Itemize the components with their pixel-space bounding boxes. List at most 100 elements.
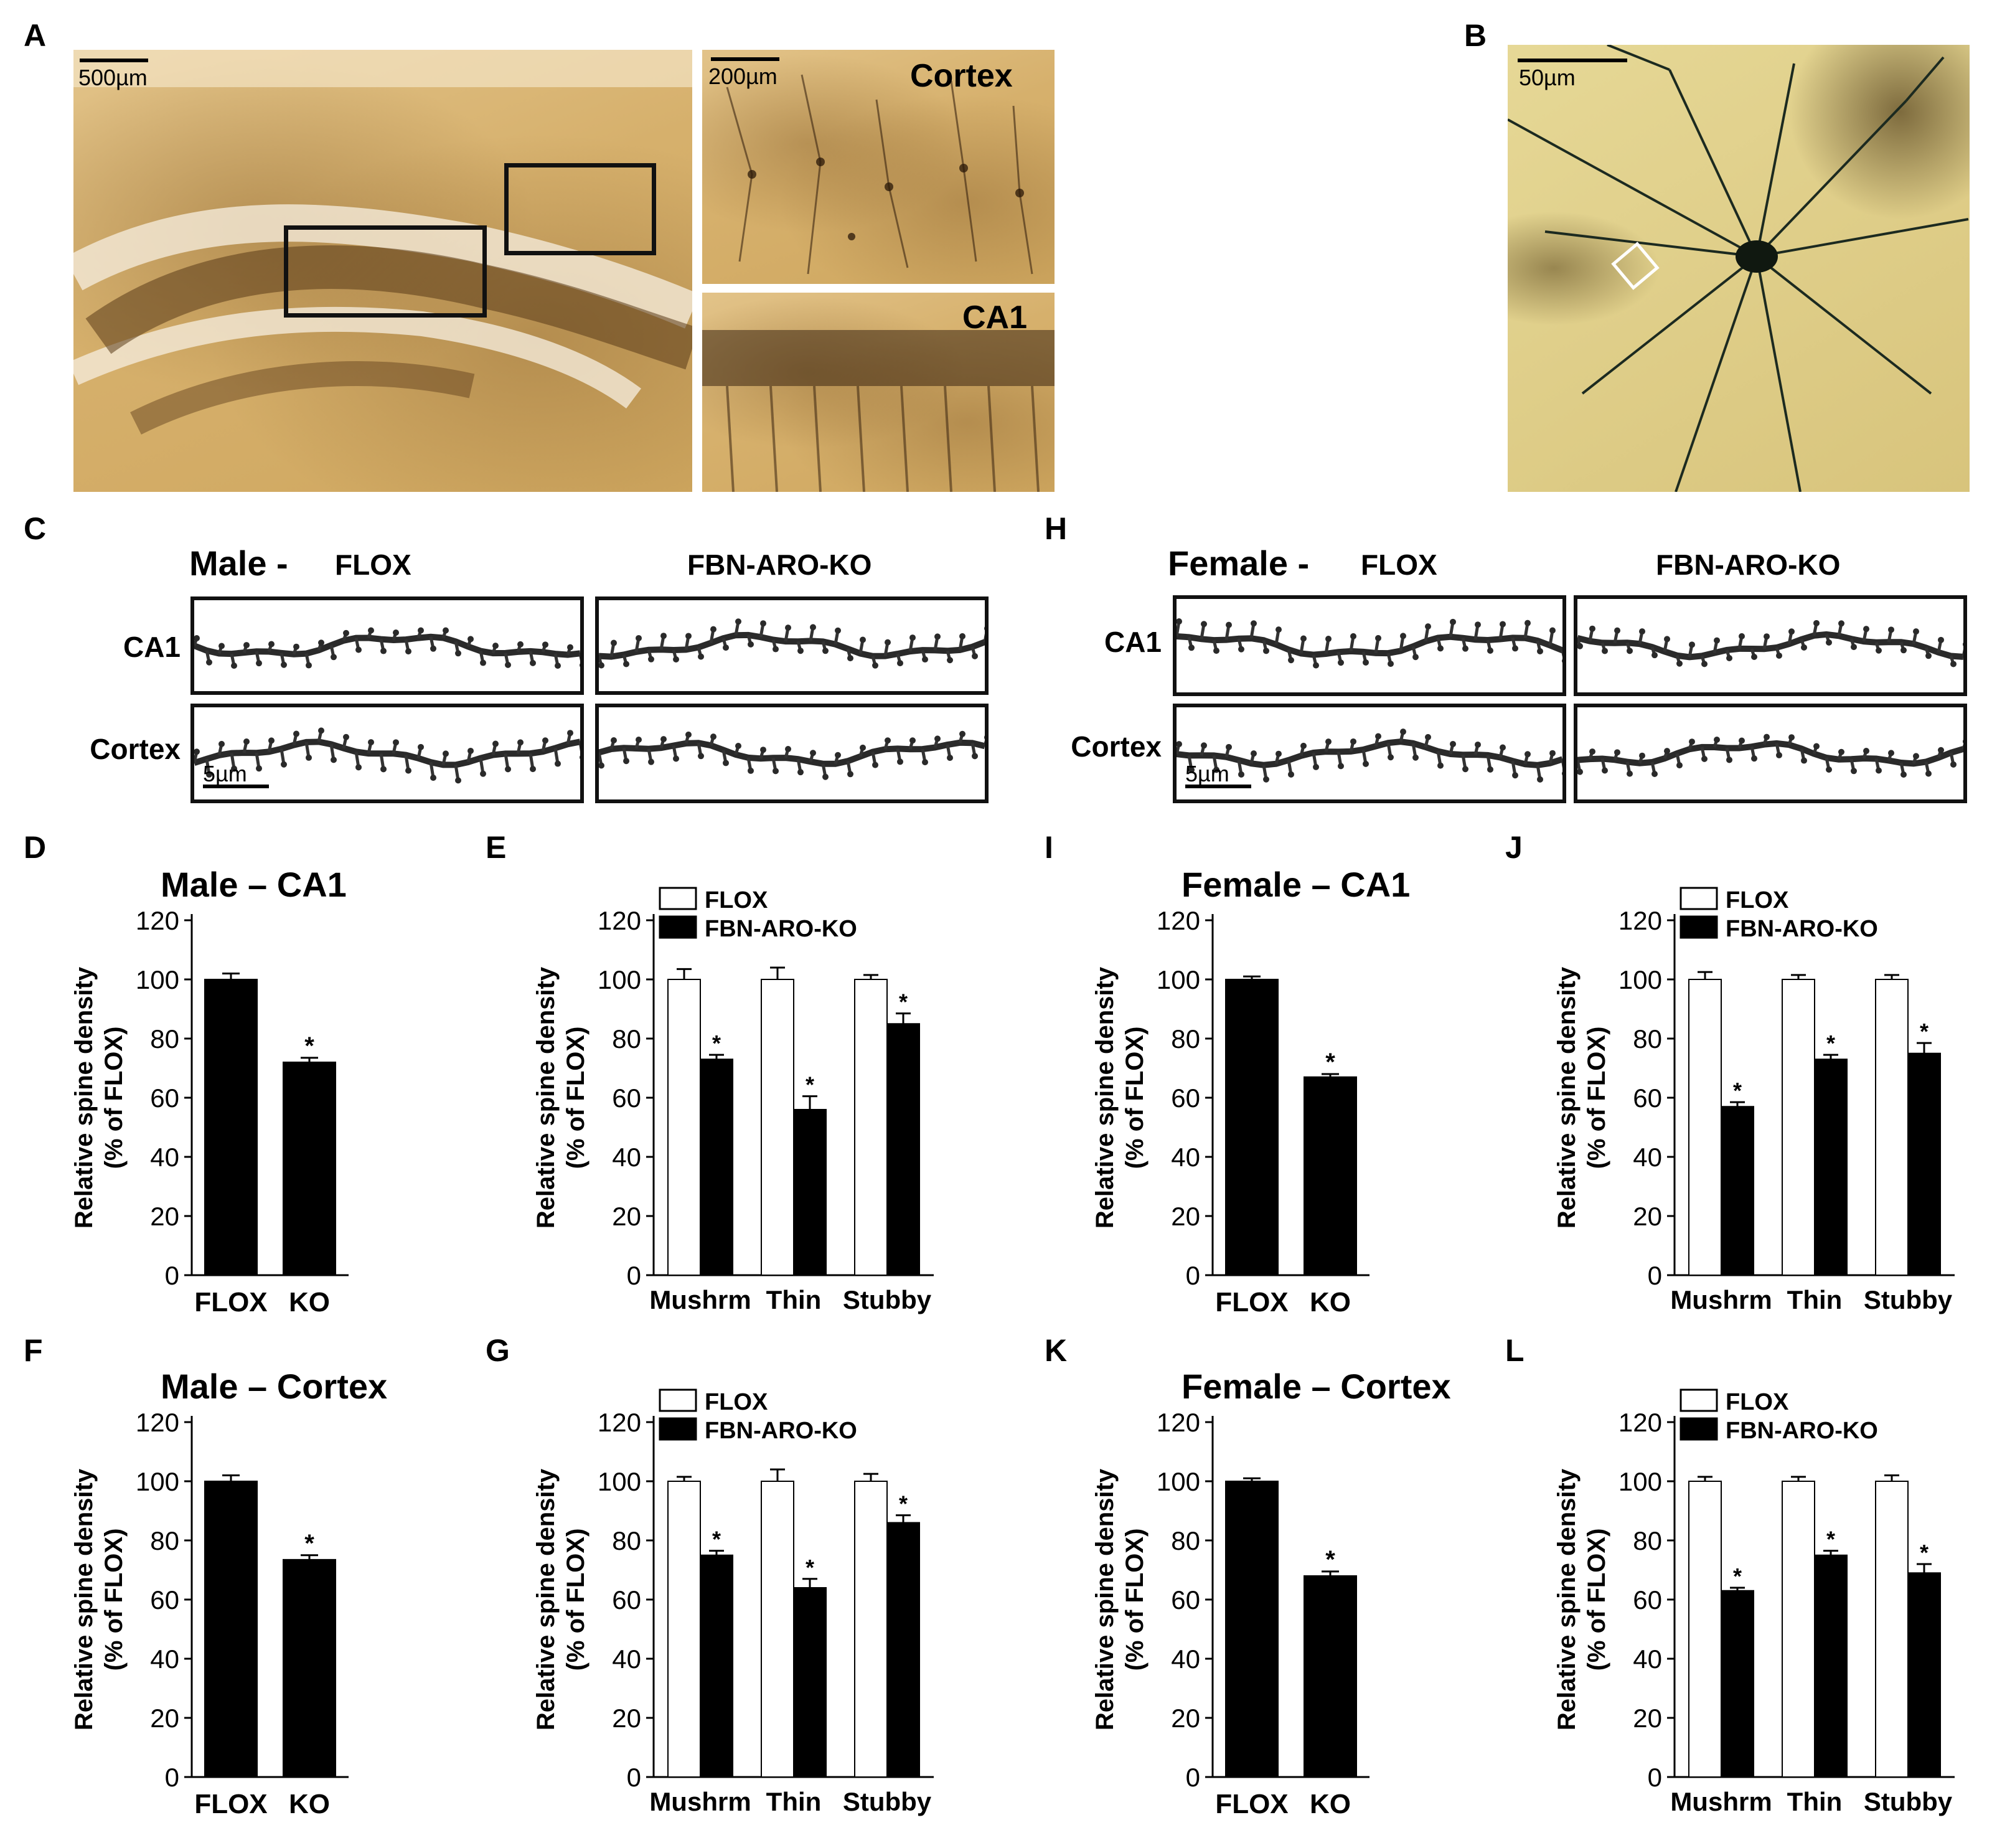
dendrite-shape xyxy=(599,730,985,780)
bar xyxy=(204,979,258,1276)
y-tick-label: 0 xyxy=(1186,1763,1200,1792)
panel-label-i: I xyxy=(1045,830,1053,865)
y-tick-label: 120 xyxy=(1619,906,1662,935)
bar xyxy=(1907,1052,1941,1276)
cortex-region-box xyxy=(504,163,656,255)
male-ca1-row-label: CA1 xyxy=(123,631,181,663)
significance-star: * xyxy=(899,1491,908,1517)
scale-bar xyxy=(80,59,148,62)
female-ca1-row-label: CA1 xyxy=(1104,626,1162,658)
scale-label: 500µm xyxy=(78,65,148,90)
legend-label: FLOX xyxy=(705,1389,768,1415)
y-tick-label: 40 xyxy=(1171,1143,1200,1172)
panel-label-f: F xyxy=(24,1333,43,1368)
y-axis-label: Relative spine density (% of FLOX) xyxy=(1091,966,1149,1228)
ca1-region-box xyxy=(284,225,487,318)
y-tick-label: 60 xyxy=(1633,1083,1662,1113)
cortex-texture xyxy=(726,74,1033,275)
y-tick-label: 20 xyxy=(612,1704,641,1733)
x-tick-label: Stubby xyxy=(843,1787,932,1816)
panel-label-j: J xyxy=(1505,830,1523,865)
y-tick-label: 40 xyxy=(150,1143,179,1172)
y-tick-label: 100 xyxy=(598,1467,641,1496)
ca1-inset-label: CA1 xyxy=(962,299,1028,336)
significance-star: * xyxy=(806,1555,814,1580)
bar xyxy=(886,1522,920,1778)
y-tick-label: 60 xyxy=(150,1083,179,1113)
chart-g: Relative spine density (% of FLOX) 0 20 40 60… xyxy=(532,1388,934,1816)
male-flox-header: FLOX xyxy=(335,549,411,581)
legend-label: FLOX xyxy=(1726,887,1789,913)
bar xyxy=(1721,1590,1754,1778)
x-tick-label: Mushrm xyxy=(1670,1285,1772,1314)
y-tick-label: 0 xyxy=(1648,1763,1662,1792)
y-tick-label: 120 xyxy=(136,1408,179,1437)
x-tick-label: KO xyxy=(1310,1287,1351,1318)
bar xyxy=(1782,1481,1815,1778)
y-tick-label: 60 xyxy=(1171,1585,1200,1615)
bar xyxy=(1875,1481,1909,1778)
legend-label: FBN-ARO-KO xyxy=(1726,916,1878,942)
male-ca1-flox-dendrite xyxy=(190,596,584,695)
y-axis-label: Relative spine density (% of FLOX) xyxy=(70,1468,128,1730)
legend-swatch xyxy=(1680,1417,1718,1441)
panel-label-k: K xyxy=(1045,1333,1068,1368)
y-tick-label: 120 xyxy=(136,906,179,935)
significance-star: * xyxy=(712,1527,721,1552)
x-tick-label: FLOX xyxy=(194,1789,267,1819)
chart-i: Female – CA1 Relative spine density (% of … xyxy=(1091,865,1410,1318)
y-tick-label: 60 xyxy=(1171,1083,1200,1113)
y-tick-label: 100 xyxy=(1157,965,1200,994)
y-tick-label: 120 xyxy=(1619,1408,1662,1437)
female-cortex-row-label: Cortex xyxy=(1071,730,1162,763)
y-axis-label: Relative spine density (% of FLOX) xyxy=(70,966,128,1228)
bar xyxy=(1225,979,1279,1276)
female-cortex-flox-dendrite: 5µm xyxy=(1173,704,1566,803)
legend-swatch xyxy=(1680,887,1718,910)
female-cortex-ko-dendrite xyxy=(1574,704,1967,803)
significance-star: * xyxy=(712,1030,721,1056)
significance-star: * xyxy=(1733,1078,1742,1103)
legend-label: FLOX xyxy=(1726,1389,1789,1415)
y-tick-label: 20 xyxy=(1171,1704,1200,1733)
y-tick-label: 40 xyxy=(1633,1143,1662,1172)
dendrite-shape xyxy=(1577,733,1963,778)
significance-star: * xyxy=(304,1032,314,1060)
ca1-inset-micrograph: CA1 xyxy=(702,293,1055,492)
y-tick-label: 120 xyxy=(1157,906,1200,935)
significance-star: * xyxy=(899,989,908,1015)
y-tick-label: 40 xyxy=(1633,1644,1662,1674)
y-axis-label: Relative spine density (% of FLOX) xyxy=(1553,966,1610,1228)
significance-star: * xyxy=(1826,1030,1835,1056)
x-tick-label: Thin xyxy=(766,1285,822,1314)
bar xyxy=(1225,1481,1279,1778)
male-ko-header: FBN-ARO-KO xyxy=(687,549,872,581)
neuron-drawing xyxy=(1508,45,1969,492)
significance-star: * xyxy=(1733,1563,1742,1589)
bar xyxy=(1304,1575,1357,1778)
bar xyxy=(204,1481,258,1778)
bar xyxy=(886,1023,920,1276)
legend-swatch xyxy=(1680,915,1718,939)
x-tick-label: Thin xyxy=(766,1787,822,1816)
panel-label-l: L xyxy=(1505,1333,1525,1368)
legend-swatch xyxy=(659,1417,697,1441)
x-tick-label: Stubby xyxy=(843,1285,932,1314)
significance-star: * xyxy=(1325,1049,1335,1076)
bar xyxy=(1907,1572,1941,1778)
y-tick-label: 20 xyxy=(612,1202,641,1231)
bar xyxy=(700,1058,733,1276)
y-tick-label: 80 xyxy=(1633,1526,1662,1555)
male-ca1-ko-dendrite xyxy=(595,596,989,695)
x-tick-label: Thin xyxy=(1787,1787,1843,1816)
y-tick-label: 120 xyxy=(598,906,641,935)
y-tick-label: 20 xyxy=(1171,1202,1200,1231)
panel-label-d: D xyxy=(24,830,47,865)
bar xyxy=(854,1481,888,1778)
x-tick-label: FLOX xyxy=(194,1287,267,1318)
y-axis-label: Relative spine density (% of FLOX) xyxy=(1091,1468,1149,1730)
y-tick-label: 100 xyxy=(136,965,179,994)
significance-star: * xyxy=(1920,1540,1929,1565)
dendrite-shape xyxy=(194,727,580,784)
hippocampus-texture xyxy=(73,50,692,435)
